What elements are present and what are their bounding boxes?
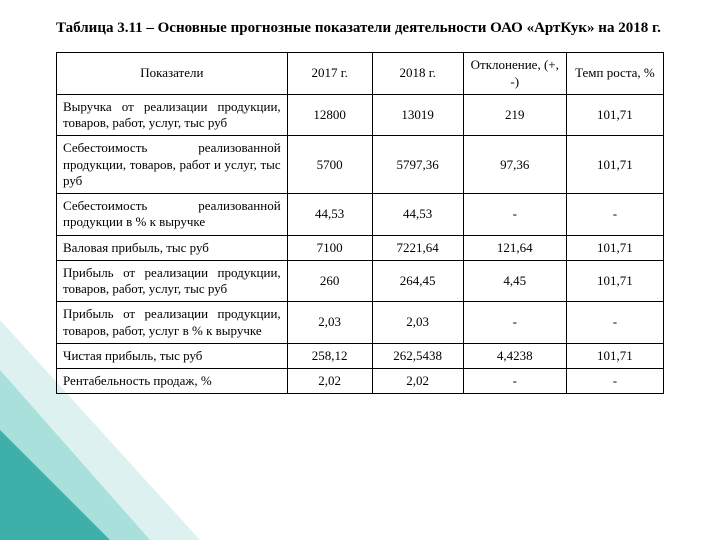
forecast-table: Показатели 2017 г. 2018 г. Отклонение, (… [56,52,664,394]
cell-rate: - [566,369,663,394]
table-row: Прибыль от реализации продукции, товаров… [57,260,664,302]
cell-dev: - [463,302,566,344]
cell-rate: - [566,194,663,236]
cell-dev: 219 [463,94,566,136]
row-label: Себестоимость реализованной продукции в … [57,194,288,236]
table-row: Валовая прибыль, тыс руб71007221,64121,6… [57,235,664,260]
cell-dev: - [463,194,566,236]
col-header-indicator: Показатели [57,53,288,95]
cell-v2017: 7100 [287,235,372,260]
cell-rate: 101,71 [566,235,663,260]
table-title: Таблица 3.11 – Основные прогнозные показ… [56,18,664,38]
cell-dev: 4,4238 [463,343,566,368]
table-row: Выручка от реализации продукции, товаров… [57,94,664,136]
cell-v2017: 258,12 [287,343,372,368]
table-row: Рентабельность продаж, %2,022,02-- [57,369,664,394]
cell-v2017: 2,03 [287,302,372,344]
table-row: Прибыль от реализации продукции, товаров… [57,302,664,344]
cell-v2018: 5797,36 [372,136,463,194]
table-head: Показатели 2017 г. 2018 г. Отклонение, (… [57,53,664,95]
table-row: Чистая прибыль, тыс руб258,12262,54384,4… [57,343,664,368]
deco-tri-2 [0,370,150,540]
cell-v2018: 13019 [372,94,463,136]
row-label: Чистая прибыль, тыс руб [57,343,288,368]
table-row: Себестоимость реализованной продукции, т… [57,136,664,194]
col-header-deviation: Отклонение, (+, -) [463,53,566,95]
cell-rate: - [566,302,663,344]
cell-v2018: 262,5438 [372,343,463,368]
table-row: Себестоимость реализованной продукции в … [57,194,664,236]
cell-v2017: 2,02 [287,369,372,394]
cell-dev: 97,36 [463,136,566,194]
cell-dev: 121,64 [463,235,566,260]
cell-rate: 101,71 [566,94,663,136]
cell-v2018: 2,02 [372,369,463,394]
cell-v2017: 44,53 [287,194,372,236]
col-header-growth-rate: Темп роста, % [566,53,663,95]
cell-v2018: 7221,64 [372,235,463,260]
row-label: Рентабельность продаж, % [57,369,288,394]
row-label: Прибыль от реализации продукции, товаров… [57,302,288,344]
col-header-2017: 2017 г. [287,53,372,95]
cell-rate: 101,71 [566,260,663,302]
cell-rate: 101,71 [566,343,663,368]
col-header-2018: 2018 г. [372,53,463,95]
slide-content: Таблица 3.11 – Основные прогнозные показ… [0,0,720,394]
cell-dev: - [463,369,566,394]
cell-v2018: 44,53 [372,194,463,236]
cell-v2017: 12800 [287,94,372,136]
cell-v2017: 260 [287,260,372,302]
table-body: Выручка от реализации продукции, товаров… [57,94,664,394]
row-label: Себестоимость реализованной продукции, т… [57,136,288,194]
row-label: Выручка от реализации продукции, товаров… [57,94,288,136]
cell-v2018: 264,45 [372,260,463,302]
cell-v2017: 5700 [287,136,372,194]
deco-tri-1 [0,430,110,540]
cell-v2018: 2,03 [372,302,463,344]
cell-dev: 4,45 [463,260,566,302]
row-label: Прибыль от реализации продукции, товаров… [57,260,288,302]
cell-rate: 101,71 [566,136,663,194]
row-label: Валовая прибыль, тыс руб [57,235,288,260]
